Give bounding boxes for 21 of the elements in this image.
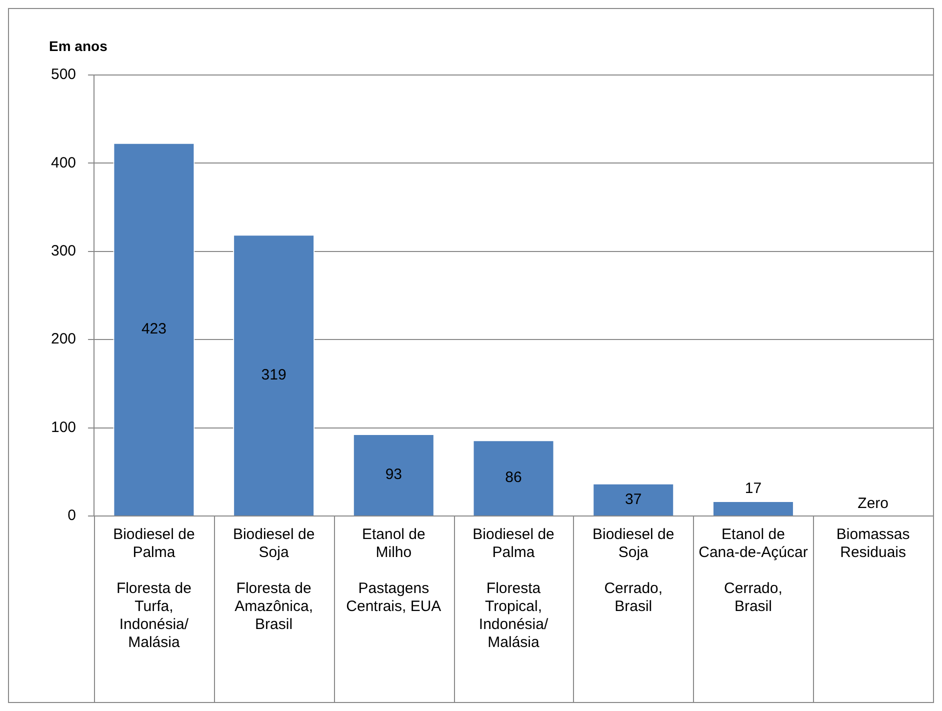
y-tick-label: 100 <box>50 418 76 436</box>
category-label: Biodiesel de Soja Floresta de Amazônica, Brasil <box>232 526 315 634</box>
y-tick-label: 500 <box>50 66 76 84</box>
data-label: 423 <box>141 320 166 338</box>
y-tick-label: 400 <box>50 154 76 172</box>
category-label: Biodiesel de Palma Floresta de Turfa, Indonésia/ Malásia <box>113 526 195 652</box>
y-tick-label: 0 <box>68 507 76 524</box>
y-tick-label: 200 <box>50 330 76 348</box>
category-label: Etanol de Milho Pastagens Centrais, EUA <box>346 526 442 616</box>
category-label: Biodiesel de Soja Cerrado, Brasil <box>592 526 674 616</box>
category-label: Etanol de Cana-de-Açúcar Cerrado, Brasil <box>698 526 808 616</box>
data-label: 37 <box>625 490 642 508</box>
x-tick-label: Biomassas Residuais <box>836 526 910 562</box>
data-label: 86 <box>505 469 522 486</box>
data-label: Zero <box>858 495 888 512</box>
data-label: 93 <box>385 466 402 484</box>
y-axis-title: Em anos <box>49 38 108 54</box>
data-label: 319 <box>261 366 286 384</box>
category-label: Biodiesel de Palma Floresta Tropical, Indonésia/ Malásia <box>472 526 554 652</box>
data-label: 17 <box>744 480 762 498</box>
y-tick-label: 300 <box>50 242 76 260</box>
